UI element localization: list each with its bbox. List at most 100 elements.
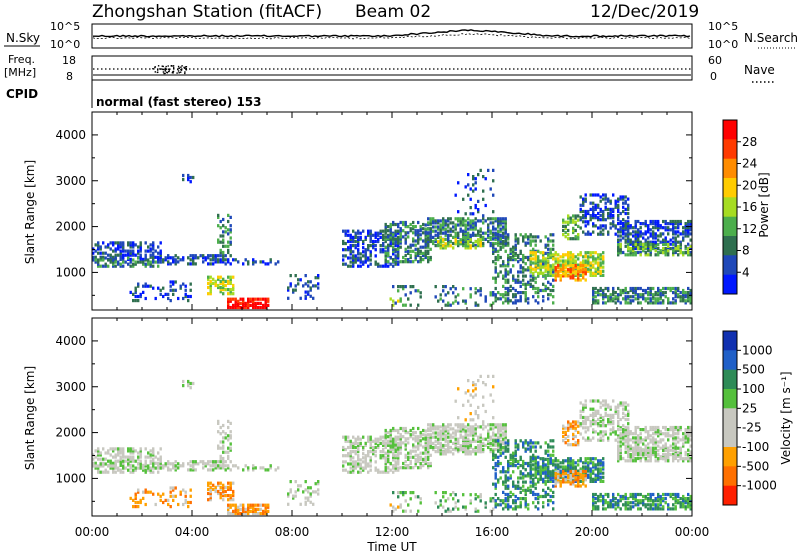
velocity-cell — [502, 482, 505, 486]
velocity-cell — [299, 502, 302, 506]
freq-scatter-point — [180, 71, 182, 73]
power-cell — [537, 291, 540, 295]
power-cell — [462, 197, 465, 201]
velocity-cell — [402, 441, 405, 445]
power-cell — [629, 242, 632, 246]
power-cell — [499, 264, 502, 268]
power-cell — [109, 258, 112, 262]
power-cell — [614, 226, 617, 230]
power-cell — [517, 278, 520, 282]
power-cell — [674, 236, 677, 240]
velocity-cell — [169, 490, 172, 494]
velocity-cell — [589, 479, 592, 483]
power-cell — [457, 217, 460, 221]
velocity-cell — [219, 464, 222, 468]
velocity-cell — [144, 468, 147, 472]
velocity-cell — [157, 457, 160, 461]
velocity-cell — [352, 466, 355, 470]
velocity-cell — [472, 437, 475, 441]
freq-scatter-point — [167, 65, 169, 67]
power-cell — [189, 282, 192, 286]
power-cell — [649, 219, 652, 224]
velocity-cell — [259, 466, 262, 470]
velocity-cell — [579, 479, 582, 483]
velocity-cell — [554, 467, 557, 471]
power-cell — [127, 249, 130, 253]
power-cell — [127, 251, 130, 255]
velocity-cell — [567, 480, 570, 484]
power-cell — [369, 258, 372, 262]
power-cell — [649, 286, 652, 291]
y-tick-label: 4000 — [55, 128, 86, 142]
power-cell — [519, 249, 522, 253]
power-cell — [254, 303, 257, 307]
power-cell — [134, 294, 137, 299]
power-cell — [592, 295, 595, 299]
power-cell — [539, 263, 542, 267]
power-cell — [229, 224, 232, 228]
power-cell — [532, 295, 535, 299]
power-cell — [677, 219, 680, 224]
power-cell — [439, 231, 442, 235]
power-cell — [522, 266, 525, 270]
power-cell — [647, 286, 650, 291]
velocity-cell — [567, 439, 570, 443]
power-cell — [399, 231, 402, 235]
velocity-cell — [494, 425, 497, 429]
power-cell — [647, 253, 650, 257]
velocity-cell — [244, 464, 247, 468]
velocity-cell — [547, 486, 550, 490]
velocity-cell — [367, 452, 370, 456]
velocity-cell — [547, 443, 550, 447]
power-cell — [357, 244, 360, 248]
power-cell — [537, 257, 540, 261]
power-cell — [599, 232, 602, 236]
velocity-cell — [189, 500, 192, 505]
freq-scatter-point — [177, 65, 180, 68]
power-cell — [152, 245, 155, 249]
velocity-cell — [124, 455, 127, 459]
power-cell — [422, 239, 425, 243]
velocity-cell — [437, 425, 440, 429]
power-cell — [672, 226, 675, 230]
power-cell — [687, 253, 690, 257]
power-cell — [502, 235, 505, 239]
power-cell — [152, 247, 155, 251]
power-cell — [517, 274, 520, 278]
power-cell — [152, 251, 155, 255]
power-cell — [144, 258, 147, 262]
velocity-cell — [522, 480, 525, 484]
power-cell — [494, 233, 497, 237]
power-cell — [264, 299, 267, 303]
velocity-cell — [444, 433, 447, 437]
velocity-cell — [307, 498, 310, 502]
power-cell — [517, 253, 520, 258]
power-cell — [577, 224, 580, 228]
velocity-cell — [417, 459, 420, 464]
velocity-cell — [494, 455, 497, 459]
velocity-cell — [534, 482, 537, 486]
freq-scatter-point — [172, 65, 175, 67]
velocity-cell — [419, 443, 422, 447]
power-cell — [522, 235, 525, 239]
power-cell — [182, 296, 185, 301]
power-cell — [187, 173, 190, 178]
velocity-cell — [374, 445, 377, 450]
power-cell — [472, 233, 475, 237]
power-cell — [477, 210, 480, 214]
power-cell — [97, 262, 100, 266]
power-cell — [682, 253, 685, 257]
power-cell — [442, 217, 445, 221]
power-cell — [642, 293, 645, 297]
velocity-cell — [154, 466, 157, 470]
power-cell — [379, 248, 382, 252]
velocity-cell — [417, 445, 420, 449]
power-cell — [624, 295, 627, 299]
velocity-cell — [384, 445, 387, 450]
velocity-cell — [489, 437, 492, 441]
velocity-cell — [359, 466, 362, 470]
power-cell — [137, 284, 140, 288]
power-cell — [222, 238, 225, 242]
power-cell — [209, 281, 212, 285]
power-cell — [664, 295, 667, 299]
